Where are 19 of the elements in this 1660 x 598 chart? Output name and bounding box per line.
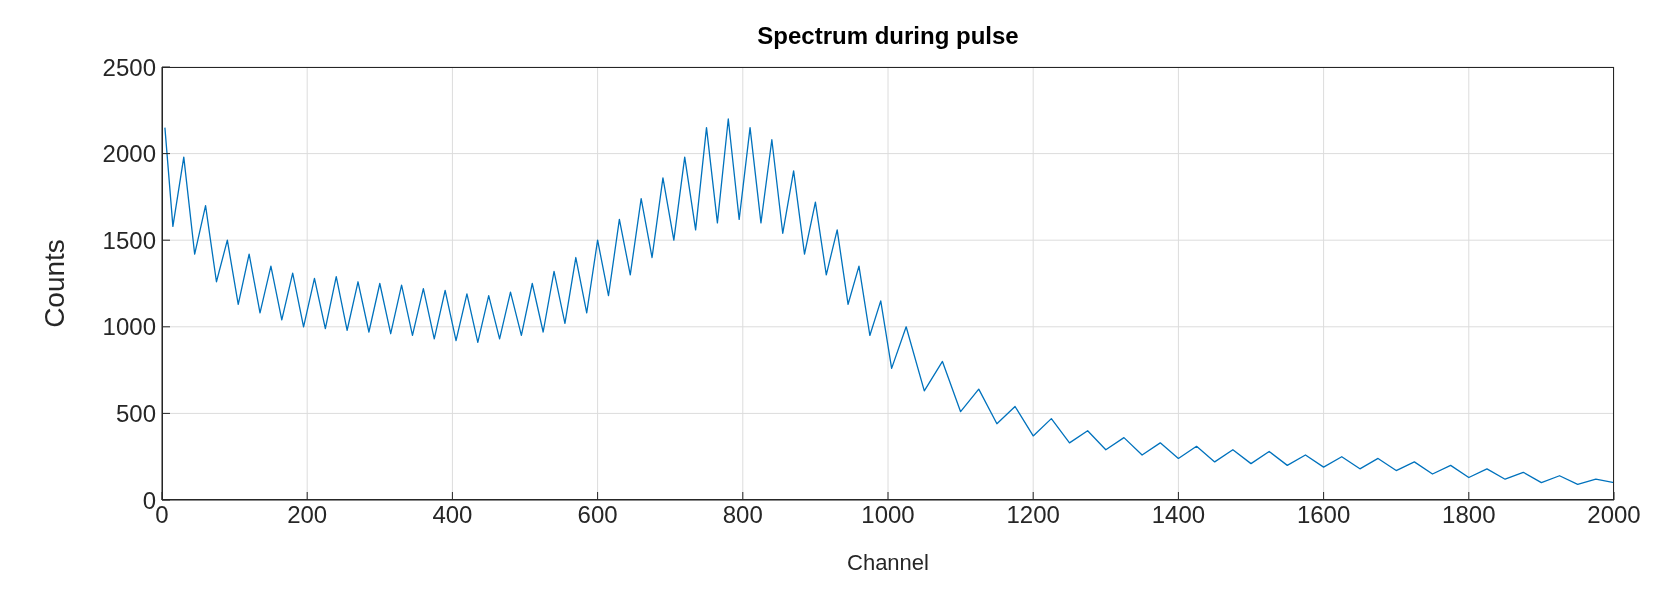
x-tick-label: 800 <box>722 501 763 529</box>
y-axis-title: Counts <box>38 239 70 328</box>
x-tick-label: 200 <box>287 501 328 529</box>
y-tick-label: 2000 <box>102 140 156 168</box>
y-tick-label: 1500 <box>102 226 156 254</box>
x-tick-label: 600 <box>577 501 618 529</box>
x-tick-label: 2000 <box>1587 501 1641 529</box>
x-tick-label: 400 <box>432 501 473 529</box>
chart-title: Spectrum during pulse <box>756 22 1020 50</box>
x-tick-label: 1800 <box>1442 501 1496 529</box>
x-tick-label: 1400 <box>1151 501 1206 529</box>
y-tick-label: 500 <box>115 399 156 427</box>
x-tick-label: 1000 <box>861 501 915 529</box>
x-tick-label: 1600 <box>1296 501 1351 529</box>
y-tick-label: 2500 <box>102 53 156 81</box>
x-tick-label: 1200 <box>1006 501 1060 529</box>
y-tick-label: 1000 <box>102 313 156 341</box>
line-series <box>164 118 1614 486</box>
x-axis-title: Channel <box>847 550 929 575</box>
